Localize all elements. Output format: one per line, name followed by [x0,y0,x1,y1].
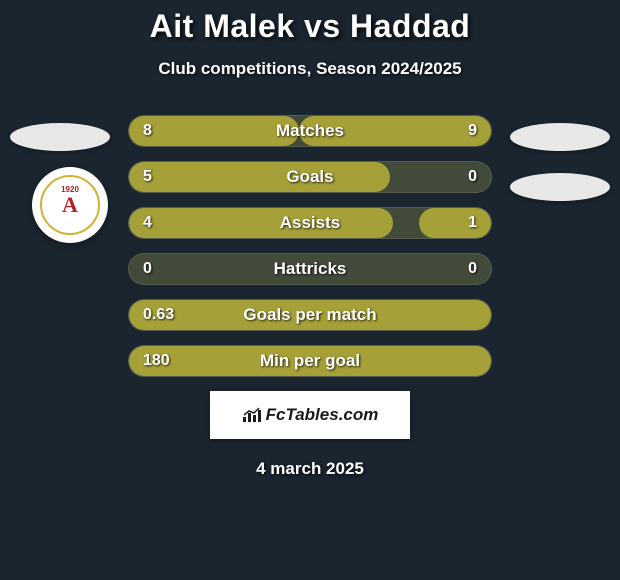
stat-label: Goals [129,162,491,192]
stat-row: 50Goals [128,161,492,193]
club-badge: 1920 A [32,167,108,243]
stat-row: 0.63Goals per match [128,299,492,331]
page-title: Ait Malek vs Haddad [0,8,620,45]
subtitle: Club competitions, Season 2024/2025 [0,59,620,79]
stat-row: 89Matches [128,115,492,147]
stat-row: 00Hattricks [128,253,492,285]
right-player-placeholder-2 [510,173,610,201]
stat-row: 41Assists [128,207,492,239]
badge-letter: A [62,192,78,218]
branding-badge: FcTables.com [210,391,410,439]
infographic-container: Ait Malek vs Haddad Club competitions, S… [0,0,620,580]
stat-row: 180Min per goal [128,345,492,377]
comparison-area: 1920 A 89Matches 50Goals 41Assists 00Hattri… [0,115,620,479]
stat-label: Hattricks [129,254,491,284]
branding-text: FcTables.com [266,405,379,425]
chart-icon [242,407,262,423]
left-player-placeholder [10,123,110,151]
date-line: 4 march 2025 [0,459,620,479]
stat-label: Goals per match [129,300,491,330]
stat-label: Matches [129,116,491,146]
badge-year: 1920 [61,185,79,194]
club-badge-inner: 1920 A [40,175,100,235]
stat-label: Assists [129,208,491,238]
stat-label: Min per goal [129,346,491,376]
right-player-placeholder-1 [510,123,610,151]
stat-rows: 89Matches 50Goals 41Assists 00Hattricks 0.63… [128,115,492,377]
